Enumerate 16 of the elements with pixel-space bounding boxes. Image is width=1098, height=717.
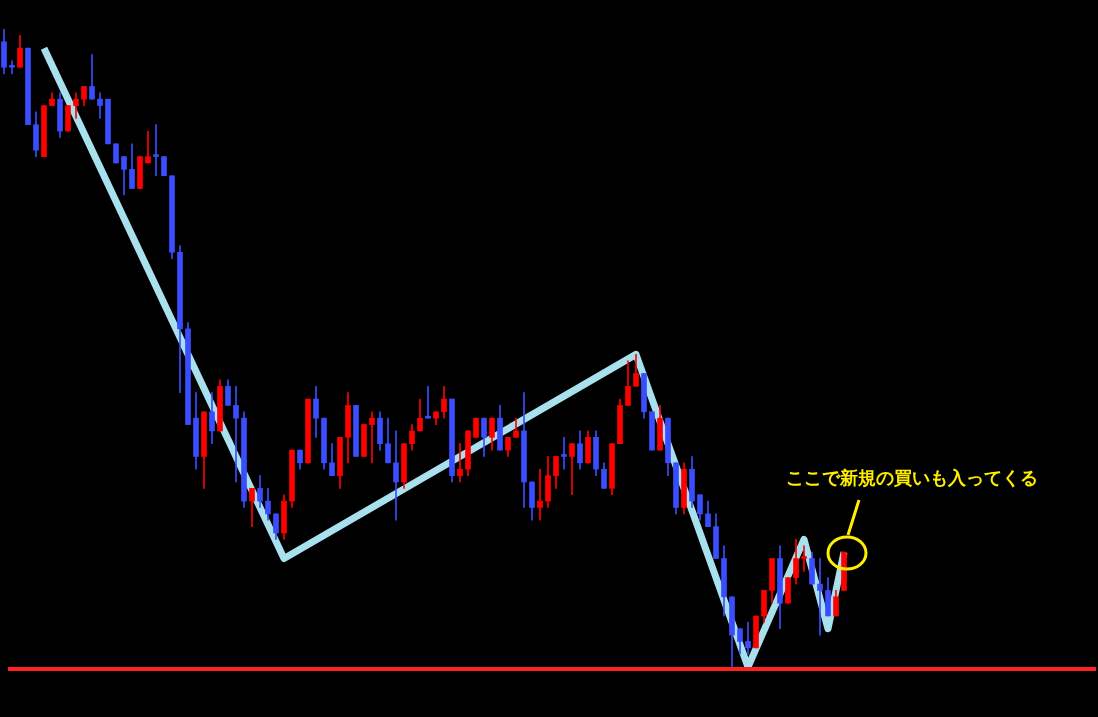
candlestick — [41, 105, 47, 157]
candlestick — [113, 143, 119, 164]
candlestick — [785, 577, 791, 604]
candlestick — [841, 551, 847, 591]
candlestick — [65, 105, 71, 132]
candlestick — [753, 615, 759, 649]
candlestick — [161, 156, 167, 177]
candlestick — [305, 398, 311, 464]
candlestick — [25, 47, 31, 126]
candlestick — [137, 156, 143, 189]
candlestick — [353, 405, 359, 457]
annotation: ここで新規の買いも入ってくる — [786, 466, 1038, 490]
candlestick — [473, 417, 479, 438]
candlestick — [105, 98, 111, 145]
candlestick — [649, 411, 655, 451]
candlestick — [361, 424, 367, 457]
